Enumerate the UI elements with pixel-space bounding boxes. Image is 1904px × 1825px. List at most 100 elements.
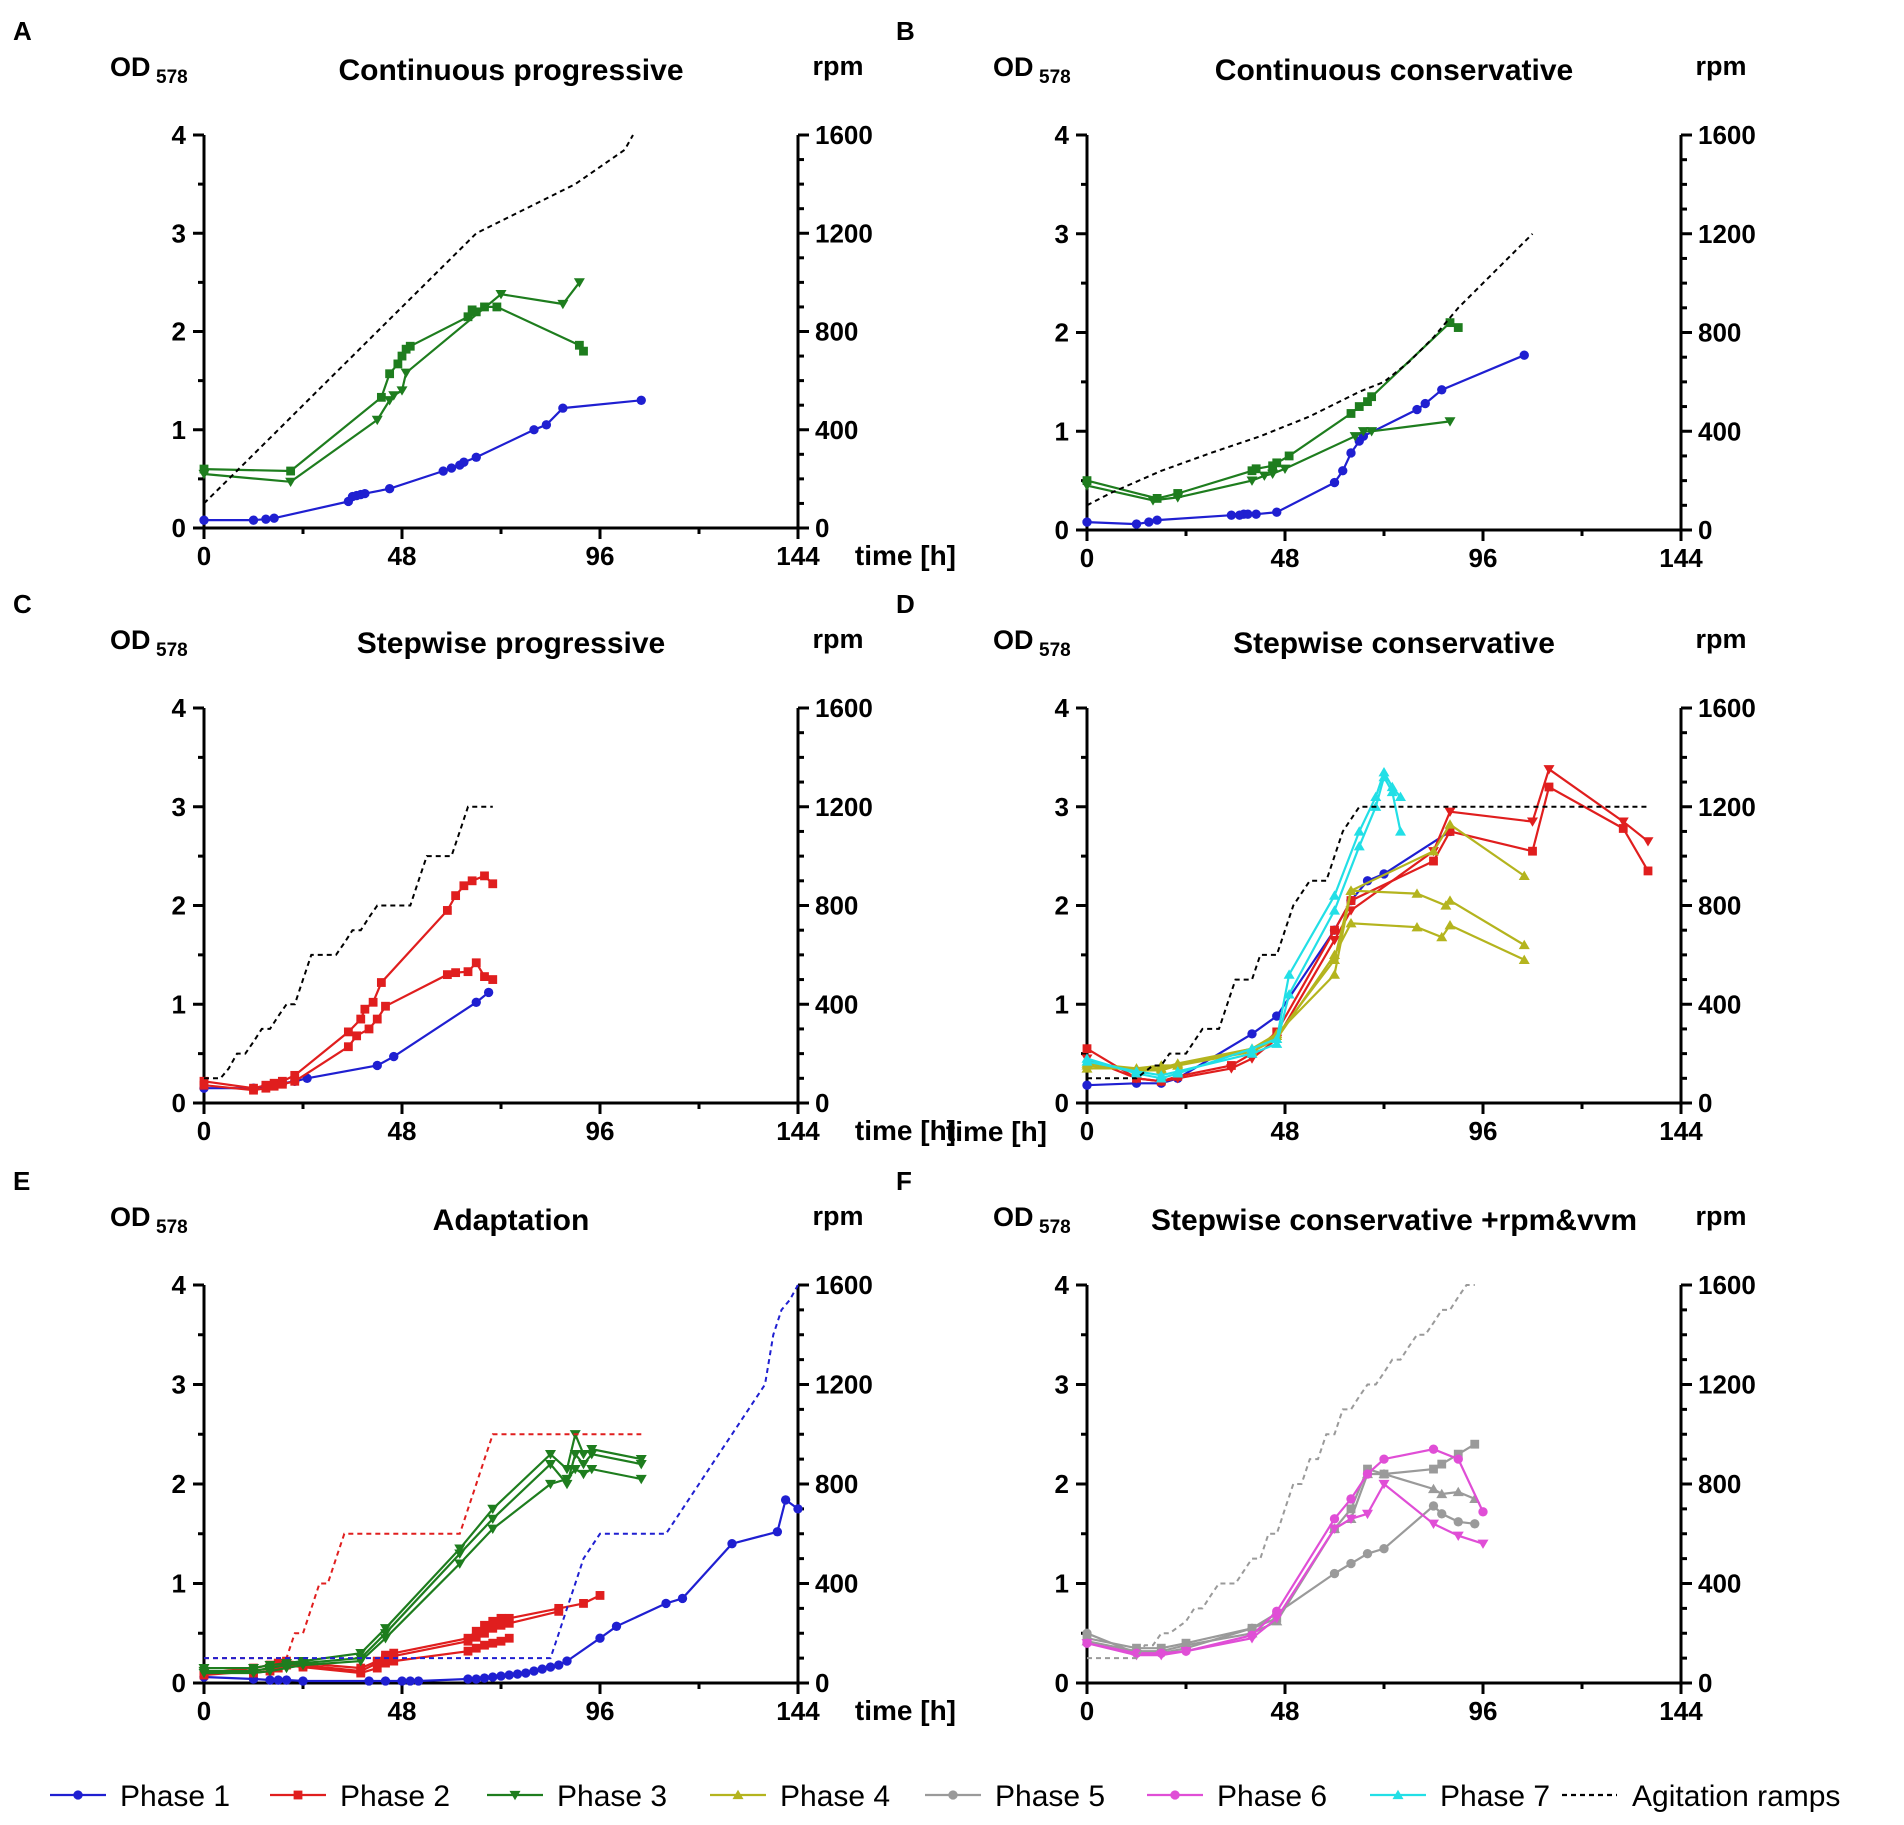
data-point [611,1621,622,1631]
y-tick-label: 4 [172,693,187,723]
data-point [561,1479,573,1490]
data-point [405,1676,415,1686]
data-point [454,1544,466,1554]
y-tick-label: 1 [1055,416,1069,446]
y-tick-label: 0 [172,513,186,543]
series-group [198,134,646,525]
y-tick-label: 4 [172,1270,187,1300]
series-line-phase-3 [203,281,581,483]
data-point [504,1613,514,1623]
data-point [1444,819,1456,829]
x-tick-label: 144 [776,1116,820,1146]
data-point [290,1076,300,1086]
x-tick-label: 144 [1659,1116,1703,1146]
x-tick-label: 0 [197,541,211,571]
x-axis-label: time [h] [946,1116,1047,1147]
data-point [1412,404,1422,415]
data-point [1470,1519,1480,1529]
data-point [1225,1064,1237,1074]
data-point [578,1459,589,1470]
data-point [557,299,569,310]
legend-label: Phase 4 [780,1780,890,1813]
data-point [504,1618,514,1628]
data-point [1345,918,1357,928]
chart-panel-f: F OD 578 Stepwise conservative +rpm&vvm rpm 0… [896,1166,1756,1726]
y-tick-label: 4 [172,120,187,150]
data-point [1329,1568,1340,1579]
data-point [463,1674,473,1684]
y-tick-label: 4 [1055,693,1070,723]
data-point [393,359,403,369]
data-point [1428,1483,1439,1494]
data-point [1283,989,1295,999]
x-tick-label: 96 [586,1696,615,1726]
agitation-ramp-line [203,134,634,505]
y-axis-label-subscript: 578 [156,640,188,661]
data-point [480,972,489,981]
data-point [273,1675,283,1685]
data-point [1477,1539,1489,1549]
data-point [1349,432,1361,442]
panel-label: D [896,589,915,619]
data-point [1272,507,1282,517]
data-point [1363,397,1372,407]
data-point [492,302,502,312]
data-point [1518,870,1530,880]
data-point [463,312,473,322]
data-point [586,1464,598,1475]
data-point [1246,476,1258,486]
data-point [1445,827,1455,836]
y-axis-label-subscript: 578 [1039,640,1071,661]
data-point [1272,458,1282,468]
data-point [471,452,481,462]
data-point [356,1014,366,1024]
legend-label: Phase 2 [340,1780,450,1813]
legend-marker [732,1789,744,1800]
data-point [388,391,400,401]
legend-label: Agitation ramps [1632,1780,1840,1813]
data-point [1437,1459,1447,1469]
y-tick-label: 2 [172,1469,186,1499]
data-point [1251,464,1261,474]
series-line-phase-2 [203,1594,601,1675]
data-point [487,1504,499,1515]
data-point [1226,510,1237,520]
series-line-phase-5 [1086,1504,1475,1655]
data-point [569,1450,581,1460]
chart-panel-c: C OD 578 Stepwise progressive rpm 0 1 2 3 4 0 400 80… [13,589,956,1146]
data-point [463,1646,473,1656]
data-point [487,1524,499,1534]
data-point [1329,905,1340,915]
panels-group: AOD 578 Continuous progressive rpm012340400… [13,16,1756,1726]
data-point [545,1662,556,1672]
y2-axis-label: rpm [812,51,863,81]
y-tick-label: 3 [172,792,186,822]
data-point [384,396,396,406]
data-point [521,1668,531,1678]
series-group [1081,233,1534,529]
y2-tick-label: 1600 [815,1270,873,1300]
data-point [1081,1056,1093,1066]
data-point [480,1640,489,1650]
data-point [199,1080,209,1090]
data-point [467,876,477,886]
data-point [1379,1544,1389,1554]
data-point [574,340,584,350]
agitation-ramp-line [204,1284,799,1660]
data-point [1543,765,1555,775]
y-tick-label: 1 [172,1569,186,1599]
data-point [1247,1029,1257,1039]
data-point [1345,1514,1357,1525]
y-axis-label: OD [110,625,151,655]
legend-item: Agitation ramps [1562,1780,1840,1813]
data-point [1362,1469,1373,1479]
data-point [1411,922,1423,932]
data-point [1528,846,1537,856]
data-point [636,395,646,405]
legend-item: Phase 3 [487,1780,667,1813]
y2-tick-label: 800 [815,1469,858,1499]
x-tick-label: 48 [388,541,417,571]
data-point [1518,939,1530,950]
data-point [249,1085,258,1095]
y-tick-label: 1 [1055,989,1069,1019]
